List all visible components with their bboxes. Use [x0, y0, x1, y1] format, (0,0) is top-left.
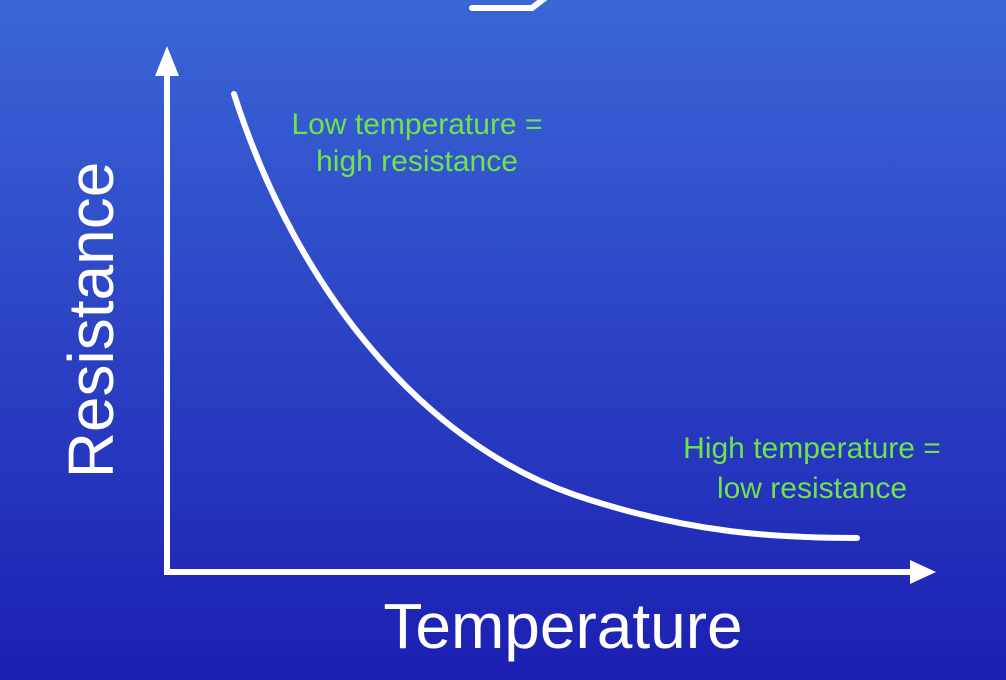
- y-axis-arrow-icon: [155, 46, 179, 76]
- axes: [155, 46, 936, 584]
- annotation-low-temp-line2: high resistance: [316, 145, 518, 178]
- resistance-curve: [231, 91, 860, 541]
- x-axis-arrow-icon: [910, 560, 936, 584]
- x-axis-title: Temperature: [383, 590, 742, 662]
- annotation-low-temp-line1: Low temperature =: [292, 108, 543, 141]
- annotation-high-temp-line2: low resistance: [717, 472, 907, 505]
- y-axis-title: Resistance: [55, 162, 127, 479]
- cropped-decoration: [469, 0, 548, 11]
- annotation-high-temp-line1: High temperature =: [683, 432, 941, 465]
